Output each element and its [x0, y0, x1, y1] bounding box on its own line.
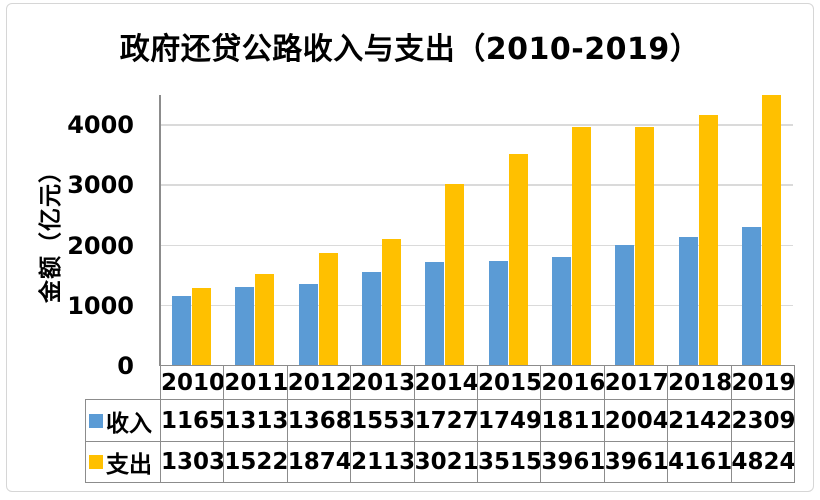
y-tick-label-0: 0: [117, 352, 134, 380]
value-cell-支出-2014: 3021: [413, 441, 478, 483]
legend-cell-income: 收入: [85, 399, 161, 442]
series-row-expense: 支出 1303 1522 1874 2113 3021 3515 3961 3961 4161 48…: [85, 441, 795, 483]
bar-income-2018: [678, 237, 698, 366]
bar-income-2016: [551, 256, 571, 366]
year-cell-2010: 2010: [159, 365, 225, 400]
year-cell-2016: 2016: [540, 365, 605, 400]
bar-expense-2019: [761, 95, 781, 366]
value-cell-收入-2019: 2309: [730, 399, 795, 442]
bar-income-2012: [298, 283, 318, 366]
value-cell-收入-2018: 2142: [667, 399, 732, 442]
value-cell-收入-2017: 2004: [603, 399, 669, 442]
value-cell-支出-2011: 1522: [223, 441, 288, 483]
y-tick-label-3000: 3000: [67, 171, 134, 200]
bar-income-2014: [425, 261, 445, 366]
value-cell-收入-2013: 1553: [350, 399, 415, 442]
table-blank-corner-cell: [86, 366, 161, 400]
bar-expense-2016: [571, 127, 591, 366]
gridline-2000: [160, 244, 793, 247]
gridline-3000: [160, 184, 793, 186]
year-cell-2012: 2012: [286, 365, 352, 400]
gridline-4000: [160, 124, 793, 126]
value-cell-支出-2013: 2113: [350, 441, 415, 483]
bar-expense-2011: [255, 274, 275, 366]
year-cell-2011: 2011: [223, 365, 288, 400]
bar-expense-2014: [445, 184, 465, 366]
value-cell-支出-2010: 1303: [159, 441, 225, 483]
y-tick-label-2000: 2000: [67, 231, 134, 260]
bar-income-2019: [741, 226, 761, 366]
bar-income-2010: [172, 295, 192, 366]
value-cell-收入-2010: 1165: [159, 399, 225, 442]
value-cell-支出-2015: 3515: [476, 441, 542, 483]
bar-expense-2017: [635, 127, 655, 366]
bar-expense-2012: [318, 253, 338, 366]
value-cell-支出-2017: 3961: [603, 441, 669, 483]
value-cell-支出-2019: 4824: [730, 441, 795, 483]
value-cell-收入-2011: 1313: [223, 399, 288, 442]
bar-income-2017: [615, 245, 635, 366]
expense-legend-swatch-icon: [89, 455, 103, 469]
value-cell-收入-2016: 1811: [540, 399, 605, 442]
income-legend-label: 收入: [106, 410, 152, 437]
year-cell-2019: 2019: [730, 365, 795, 400]
y-tick-label-4000: 4000: [67, 111, 134, 140]
series-row-income: 收入 1165 1313 1368 1553 1727 1749 1811 2004 2142 23…: [85, 399, 795, 442]
value-cell-收入-2012: 1368: [286, 399, 352, 442]
gridline-1000: [160, 304, 793, 307]
year-cell-2018: 2018: [667, 365, 732, 400]
bar-expense-2015: [508, 154, 528, 366]
value-cell-支出-2012: 1874: [286, 441, 352, 483]
year-cell-2014: 2014: [413, 365, 478, 400]
x-axis-year-row: 2010 2011 2012 2013 2014 2015 2016 2017 2018 2019: [86, 365, 795, 400]
bar-expense-2018: [698, 115, 718, 366]
y-axis-line: [159, 95, 161, 366]
data-table: 2010 2011 2012 2013 2014 2015 2016 2017 2018 2019…: [85, 365, 795, 483]
value-cell-支出-2016: 3961: [540, 441, 605, 483]
y-tick-label-1000: 1000: [67, 291, 134, 320]
expense-legend-label: 支出: [106, 452, 152, 478]
chart-title: 政府还贷公路收入与支出（2010-2019）: [119, 32, 701, 67]
value-cell-支出-2018: 4161: [667, 441, 732, 483]
income-legend-swatch-icon: [89, 413, 103, 428]
bar-expense-2013: [382, 238, 402, 366]
value-cell-收入-2014: 1727: [413, 399, 478, 442]
legend-cell-expense: 支出: [85, 441, 161, 483]
bar-expense-2010: [192, 287, 212, 366]
value-cell-收入-2015: 1749: [476, 399, 542, 442]
bar-income-2013: [362, 272, 382, 366]
year-cell-2013: 2013: [350, 365, 415, 400]
year-cell-2015: 2015: [476, 365, 542, 400]
bar-income-2011: [235, 286, 255, 366]
year-cell-2017: 2017: [603, 365, 669, 400]
bar-income-2015: [488, 260, 508, 366]
